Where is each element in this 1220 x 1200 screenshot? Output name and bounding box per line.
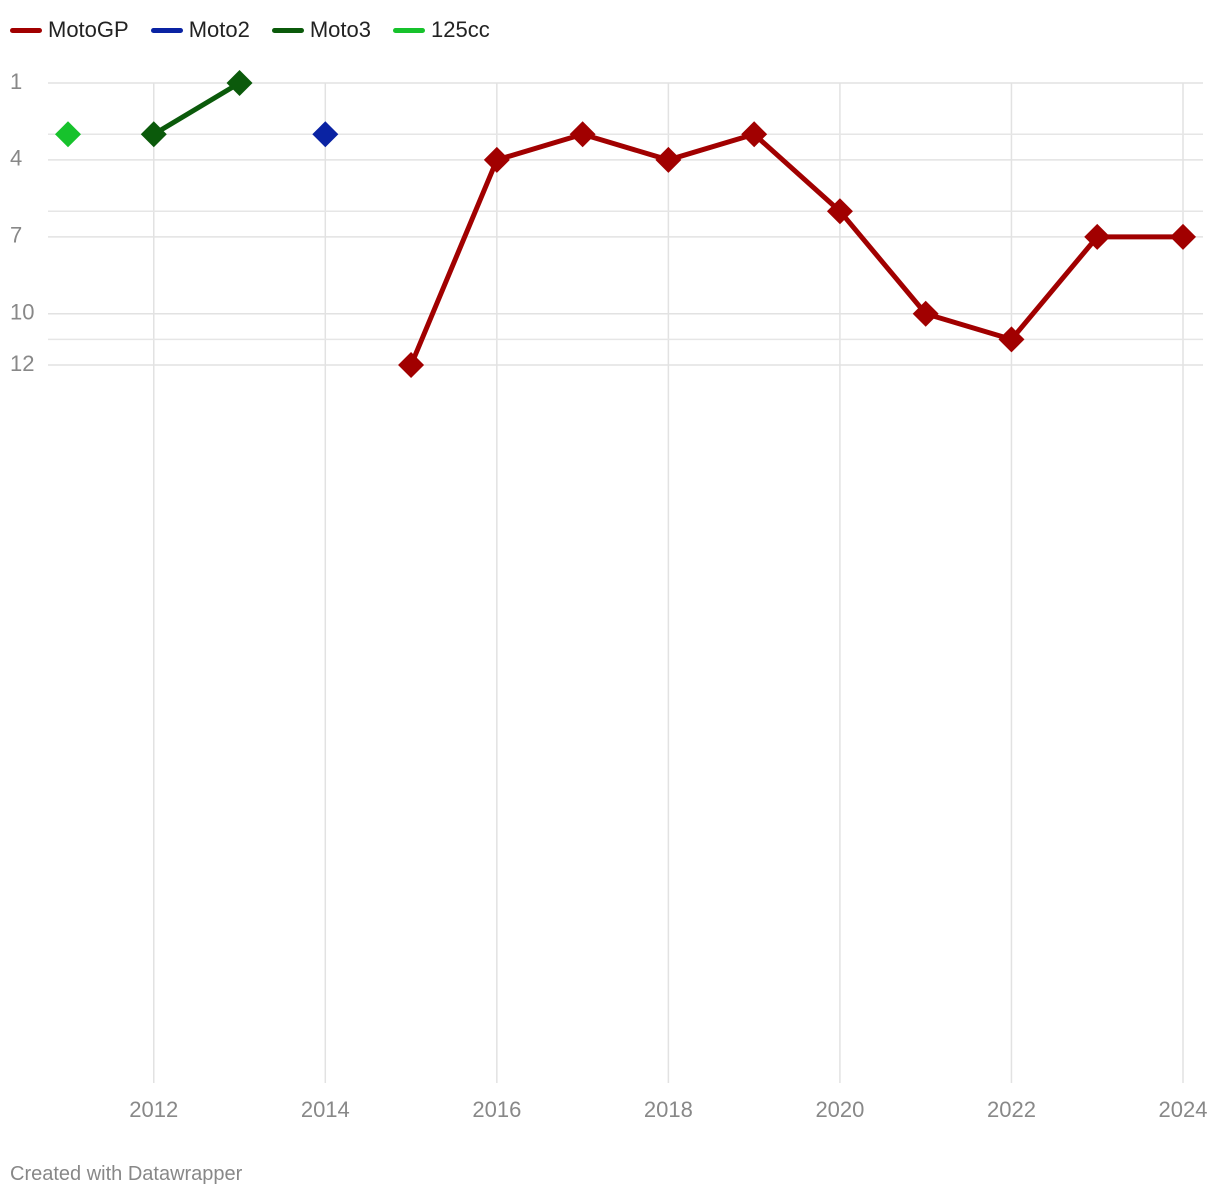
y-tick-label-10: 10 bbox=[10, 300, 34, 325]
legend-swatch-moto3 bbox=[271, 27, 304, 33]
point-motogp-2022 bbox=[998, 326, 1025, 353]
legend-item-moto3[interactable]: Moto3 bbox=[271, 17, 372, 43]
legend-swatch-125cc bbox=[393, 27, 426, 33]
point-moto2-2014 bbox=[312, 121, 339, 148]
point-motogp-2023 bbox=[1084, 223, 1111, 250]
legend-item-125cc[interactable]: 125cc bbox=[393, 17, 490, 43]
legend-label-motogp: MotoGP bbox=[48, 17, 129, 42]
point-125cc-2011 bbox=[55, 121, 81, 148]
series-line-motogp bbox=[408, 131, 1186, 368]
point-motogp-2015 bbox=[398, 352, 425, 379]
legend-item-motogp[interactable]: MotoGP bbox=[10, 17, 129, 43]
line-chart: 1 4 7 10 12 2012 2014 2016 2018 2020 2022 2024 bbox=[10, 69, 1208, 1122]
x-tick-label-2022: 2022 bbox=[987, 1097, 1036, 1122]
x-tick-label-2012: 2012 bbox=[129, 1097, 178, 1122]
legend-label-125cc: 125cc bbox=[431, 17, 490, 42]
legend-label-moto2: Moto2 bbox=[188, 17, 250, 42]
legend-label-moto3: Moto3 bbox=[309, 17, 372, 42]
x-tick-label-2014: 2014 bbox=[301, 1097, 350, 1122]
y-tick-label-1: 1 bbox=[10, 69, 22, 94]
series-line-moto3 bbox=[151, 80, 243, 137]
point-moto3-2012 bbox=[140, 121, 167, 148]
y-tick-label-7: 7 bbox=[10, 223, 22, 248]
point-motogp-2020 bbox=[826, 198, 853, 225]
point-motogp-2016 bbox=[483, 146, 510, 173]
point-motogp-2024 bbox=[1170, 223, 1196, 250]
x-tick-label-2016: 2016 bbox=[472, 1097, 521, 1122]
footer-credit[interactable]: Created with Datawrapper bbox=[10, 1163, 243, 1185]
legend-swatch-moto2 bbox=[150, 27, 183, 33]
point-motogp-2021 bbox=[912, 300, 939, 327]
legend-swatch-motogp bbox=[10, 27, 42, 33]
legend-item-moto2[interactable]: Moto2 bbox=[150, 17, 250, 43]
x-tick-label-2020: 2020 bbox=[815, 1097, 864, 1122]
point-motogp-2018 bbox=[655, 146, 682, 173]
x-tick-label-2018: 2018 bbox=[644, 1097, 693, 1122]
y-tick-label-4: 4 bbox=[10, 146, 22, 171]
y-tick-label-12: 12 bbox=[10, 351, 34, 376]
point-motogp-2017 bbox=[569, 121, 596, 148]
point-moto3-2013 bbox=[226, 70, 253, 96]
chart-legend: MotoGP Moto2 Moto3 125cc bbox=[10, 14, 490, 46]
x-tick-label-2024: 2024 bbox=[1159, 1097, 1208, 1122]
point-motogp-2019 bbox=[741, 121, 768, 148]
